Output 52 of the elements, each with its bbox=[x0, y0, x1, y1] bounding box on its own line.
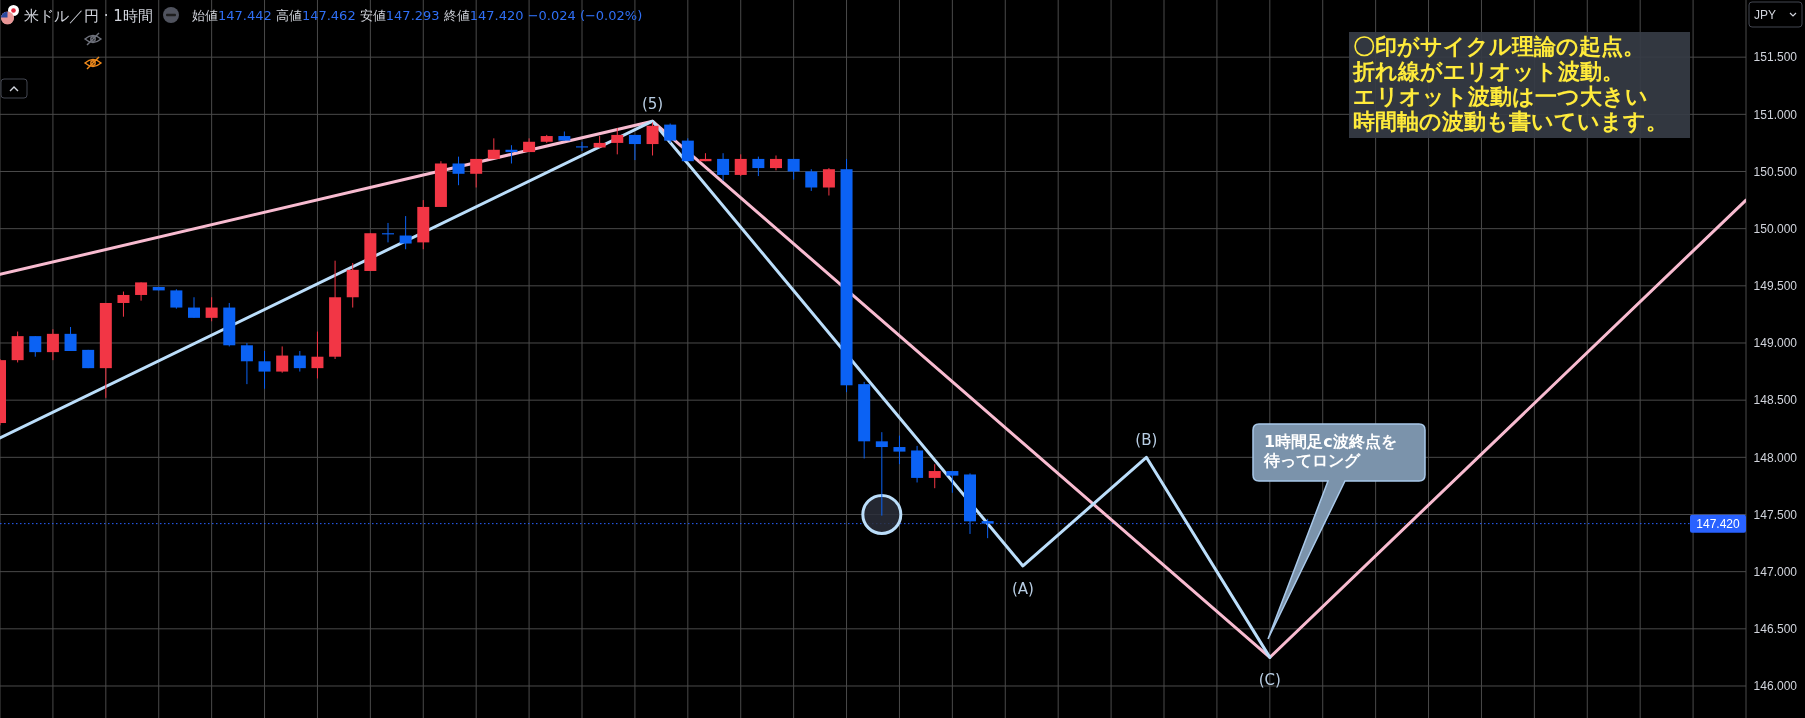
y-tick-label: 151.000 bbox=[1753, 107, 1798, 122]
candlestick bbox=[717, 152, 730, 182]
candlestick bbox=[64, 326, 77, 352]
candlestick bbox=[188, 296, 200, 319]
annotation: (C) bbox=[1258, 671, 1281, 690]
candlestick bbox=[611, 127, 624, 155]
y-tick-label: 147.500 bbox=[1753, 507, 1798, 522]
text: 始値147.442 高値147.462 安値147.293 終値147.420 −0.024 (−0.02%) bbox=[192, 8, 643, 23]
candlestick bbox=[628, 134, 641, 161]
candlestick bbox=[487, 137, 500, 160]
candlestick bbox=[734, 153, 747, 177]
y-tick-label: 148.000 bbox=[1753, 450, 1798, 465]
candlestick bbox=[452, 156, 465, 186]
candlestick bbox=[822, 167, 835, 197]
y-tick-label: 151.500 bbox=[1753, 50, 1798, 65]
annotation: 1時間足c波終点を待ってロング bbox=[1263, 432, 1397, 470]
candlestick bbox=[752, 156, 765, 177]
candlestick bbox=[117, 291, 130, 318]
candlestick bbox=[293, 350, 306, 373]
y-tick-label: 150.500 bbox=[1753, 164, 1798, 179]
candlestick bbox=[276, 345, 289, 374]
candlestick bbox=[135, 281, 148, 302]
candlestick bbox=[258, 350, 271, 390]
y-tick-label: 146.000 bbox=[1753, 679, 1798, 694]
annotation: (5) bbox=[641, 95, 664, 114]
y-tick-label: 148.500 bbox=[1753, 393, 1798, 408]
candlestick bbox=[240, 342, 253, 385]
candlestick bbox=[170, 288, 183, 310]
y-tick-label: 147.000 bbox=[1753, 564, 1798, 579]
candlestick bbox=[205, 296, 218, 322]
candlestick bbox=[875, 431, 888, 517]
text: 米ドル／円 · 1時間 bbox=[24, 7, 153, 25]
candlestick bbox=[805, 168, 818, 192]
annotation: (B) bbox=[1135, 431, 1158, 450]
candlestick bbox=[29, 335, 42, 358]
candlestick bbox=[646, 121, 659, 156]
y-tick-label: 149.000 bbox=[1753, 336, 1798, 351]
text: JPY bbox=[1754, 8, 1777, 22]
y-tick-label: 146.500 bbox=[1753, 622, 1798, 637]
y-tick-label: 150.000 bbox=[1753, 221, 1798, 236]
candlestick bbox=[981, 518, 994, 539]
candlestick bbox=[46, 328, 59, 361]
candlestick bbox=[893, 435, 906, 465]
annotation: (A) bbox=[1011, 579, 1034, 598]
y-tick-label: 149.500 bbox=[1753, 279, 1798, 294]
candlestick bbox=[311, 331, 324, 379]
candlestick bbox=[399, 215, 412, 250]
candlestick bbox=[664, 122, 677, 144]
candlestick bbox=[928, 463, 941, 489]
candlestick bbox=[946, 470, 959, 494]
candlestick bbox=[470, 158, 483, 188]
ref-line-label: 147.420 bbox=[1696, 516, 1741, 531]
